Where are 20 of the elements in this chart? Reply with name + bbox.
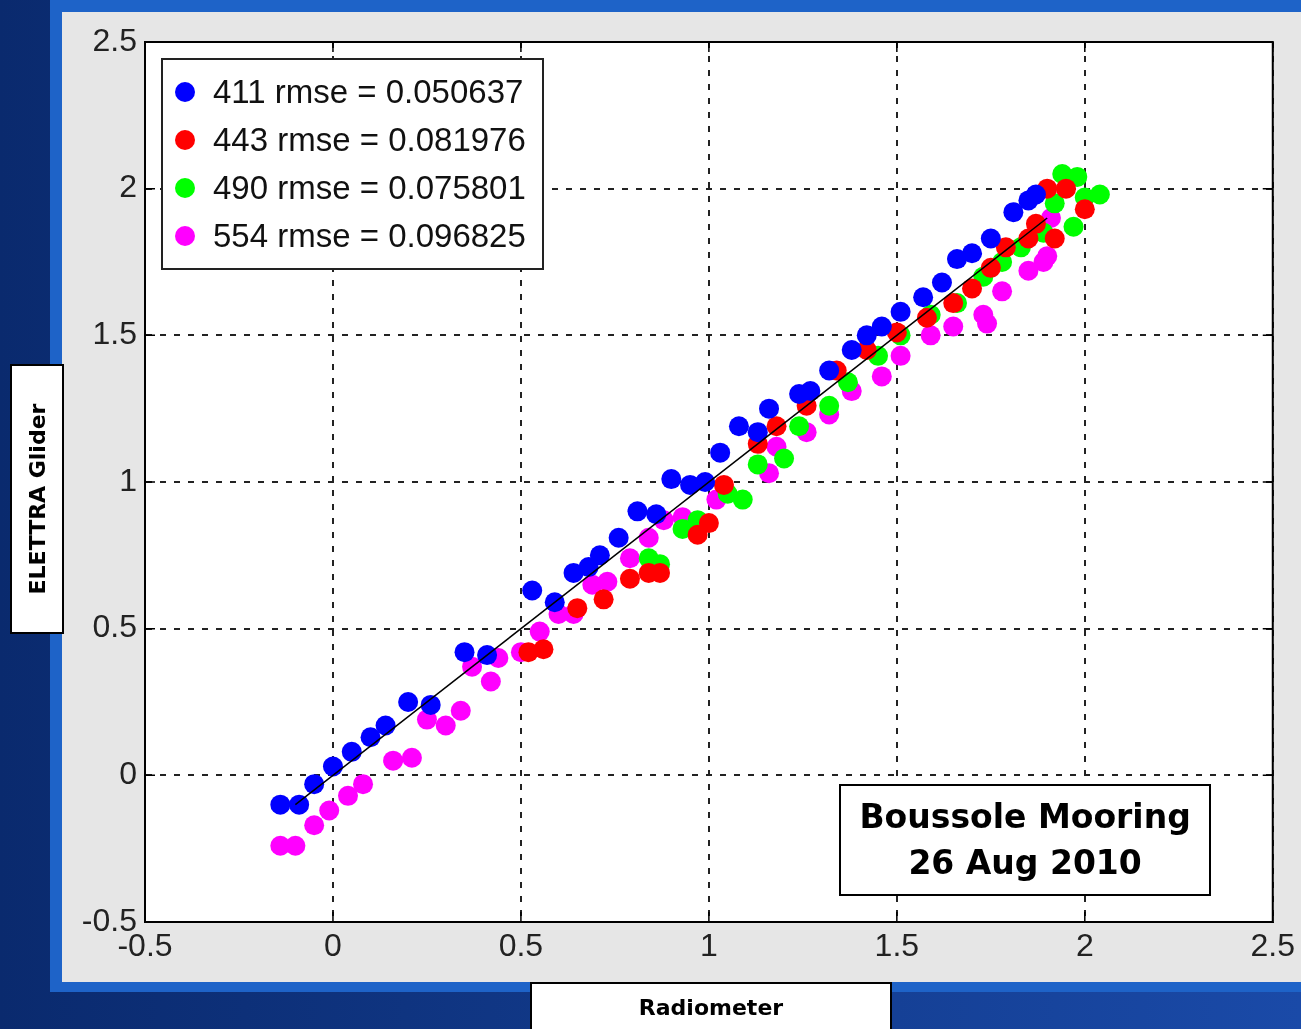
x-tick-label: 2.5 [1250, 927, 1295, 964]
y-tick-label: 2.5 [92, 21, 137, 58]
x-tick-label: 0 [324, 927, 342, 964]
annotation: Boussole Mooring [859, 797, 1191, 836]
legend-label: 443 rmse = 0.081976 [213, 120, 526, 160]
annotation: 26 Aug 2010 [908, 843, 1142, 882]
y-tick-label: 0 [119, 755, 137, 792]
x-tick-label: 1.5 [874, 927, 920, 964]
y-tick-label: 2 [119, 168, 137, 205]
y-tick-label: 0.5 [92, 608, 137, 645]
legend-label: 554 rmse = 0.096825 [213, 216, 526, 256]
y-axis-title: ELETTRA Glider [24, 403, 50, 595]
x-axis-title: Radiometer [530, 982, 892, 1029]
y-tick-label: 1.5 [92, 315, 137, 352]
x-tick-label: 2 [1075, 927, 1094, 964]
x-tick-label: 0.5 [498, 927, 544, 964]
y-tick-label: 1 [119, 461, 137, 498]
x-tick-label: 1 [699, 927, 718, 964]
legend-label: 411 rmse = 0.050637 [213, 72, 525, 112]
legend-label: 490 rmse = 0.075801 [213, 168, 526, 208]
